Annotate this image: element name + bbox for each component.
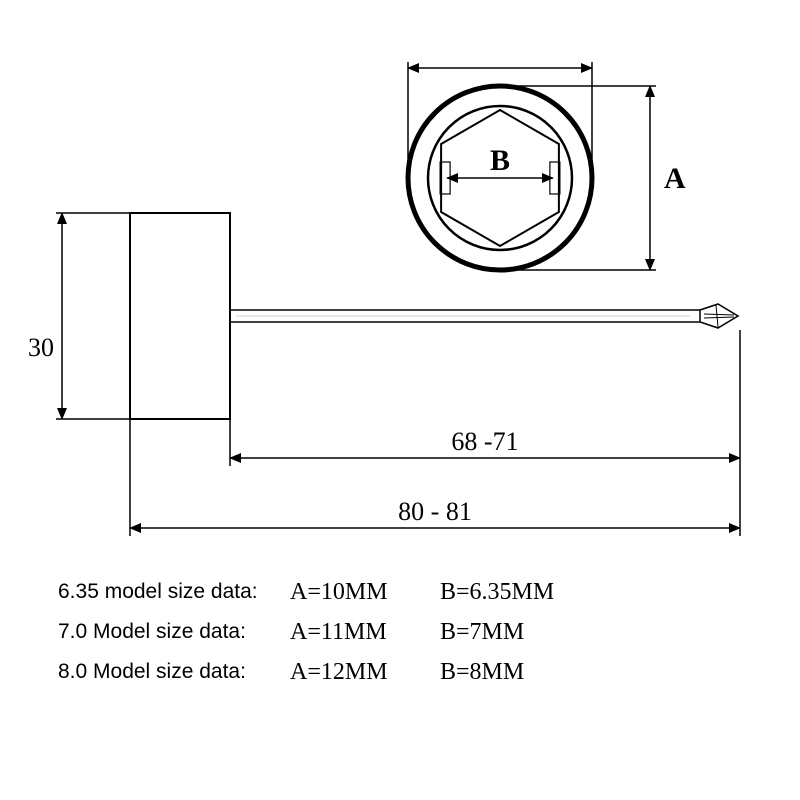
dim-height-label: 30: [28, 333, 54, 362]
model-row-b-2: B=8MM: [440, 659, 524, 685]
socket-side-body: [130, 213, 230, 419]
technical-drawing: 30 68 -71 80 - 81 B A 6.35 model size data: A=…: [0, 0, 800, 800]
model-row-a-0: A=10MM: [290, 579, 388, 605]
phillips-tip: [700, 304, 738, 328]
label-B: B: [490, 144, 510, 177]
model-row-b-0: B=6.35MM: [440, 579, 554, 605]
model-row-b-1: B=7MM: [440, 619, 524, 645]
model-row-label-1: 7.0 Model size data:: [58, 620, 246, 643]
model-row-a-2: A=12MM: [290, 659, 388, 685]
dim-total-label: 80 - 81: [398, 497, 472, 526]
model-row-a-1: A=11MM: [290, 619, 387, 645]
model-row-label-2: 8.0 Model size data:: [58, 660, 246, 683]
label-A: A: [664, 162, 686, 195]
model-row-label-0: 6.35 model size data:: [58, 580, 258, 603]
dim-shaft-label: 68 -71: [451, 427, 518, 456]
